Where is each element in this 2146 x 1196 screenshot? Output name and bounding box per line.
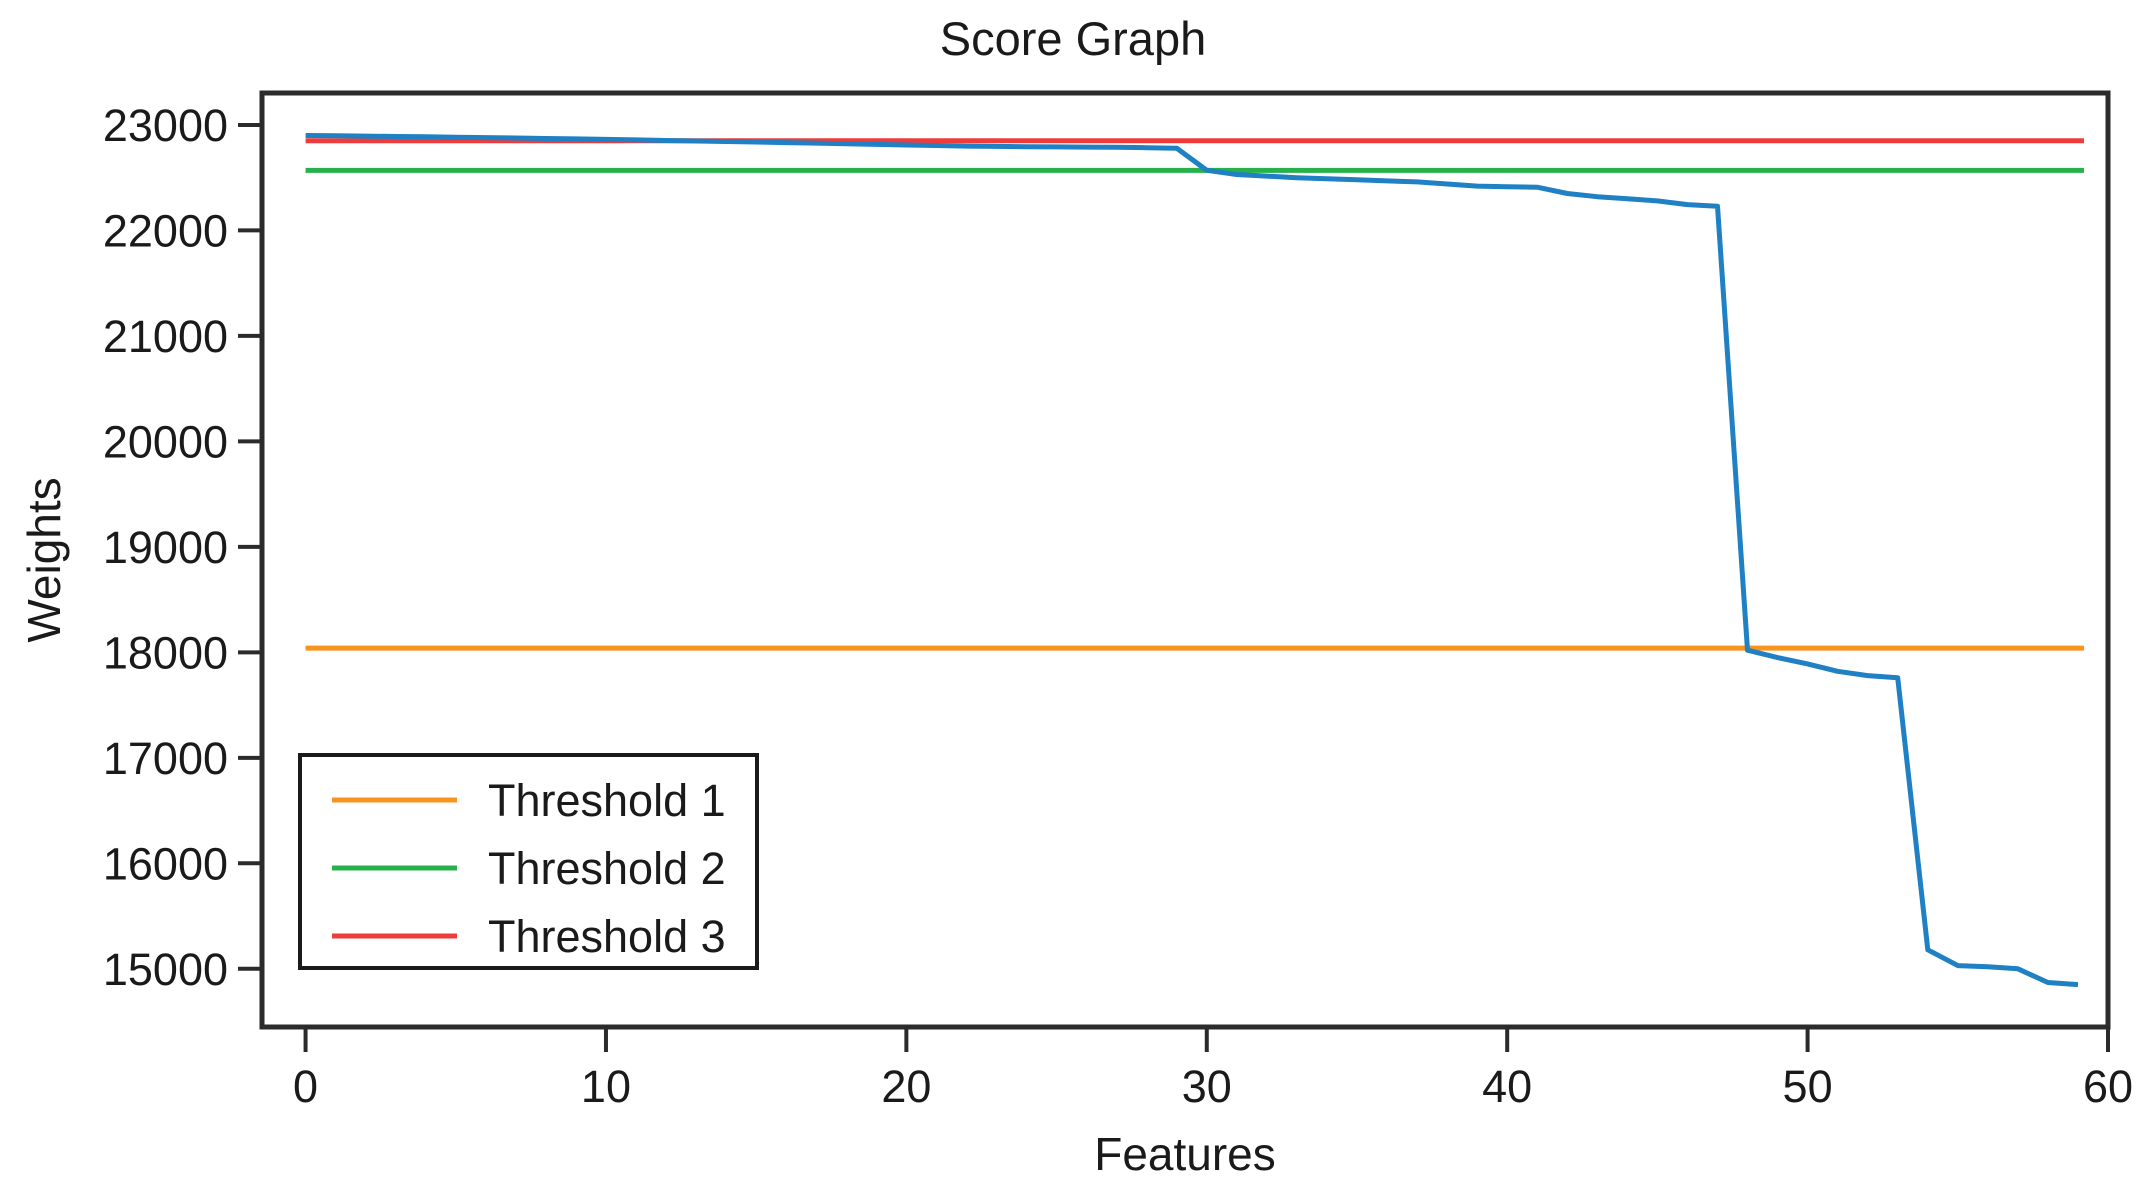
y-tick-label-15000: 15000 [103,944,228,995]
legend-label-3: Threshold 3 [488,911,726,962]
y-tick-label-16000: 16000 [103,838,228,889]
x-tick-label-30: 30 [1182,1061,1232,1112]
y-tick-label-17000: 17000 [103,733,228,784]
x-tick-label-20: 20 [881,1061,931,1112]
chart-title: Score Graph [940,12,1206,65]
score-curve-line [305,133,2079,988]
threshold-lines-group [305,138,2084,651]
y-tick-label-20000: 20000 [103,416,228,467]
x-tick-label-50: 50 [1783,1061,1833,1112]
x-tick-label-40: 40 [1482,1061,1532,1112]
legend-box [298,753,759,970]
data-series-group [305,133,2079,988]
axis-ticks-group: 15000 16000 17000 18000 19000 20000 21000 22000… [103,100,2133,1112]
y-tick-label-22000: 22000 [103,205,228,256]
x-tick-label-10: 10 [581,1061,631,1112]
y-tick-label-19000: 19000 [103,522,228,573]
x-axis-label: Features [1094,1128,1276,1180]
plot-border [259,90,2111,1030]
legend-group: Threshold 1 Threshold 2 Threshold 3 [298,753,759,970]
legend-label-1: Threshold 1 [488,775,726,826]
y-tick-label-18000: 18000 [103,627,228,678]
plot-frame-group [259,90,2111,1030]
y-tick-label-23000: 23000 [103,100,228,151]
y-tick-label-21000: 21000 [103,311,228,362]
y-axis-label: Weights [18,477,70,642]
x-tick-label-0: 0 [293,1061,318,1112]
legend-label-2: Threshold 2 [488,843,726,894]
x-tick-label-60: 60 [2083,1061,2133,1112]
